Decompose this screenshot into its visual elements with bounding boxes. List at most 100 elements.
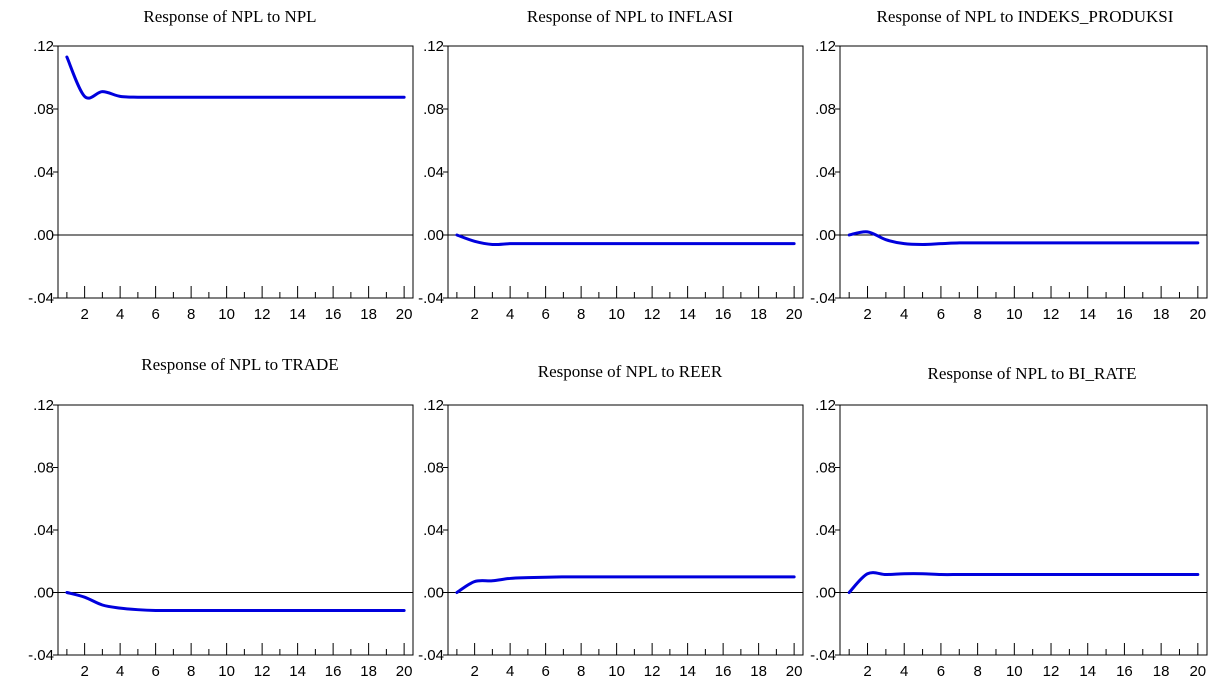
y-tick-label: .04	[423, 522, 444, 539]
y-tick-label: .12	[815, 397, 836, 414]
x-tick-label: 14	[679, 306, 696, 323]
x-tick-label: 10	[1006, 306, 1023, 323]
plot-frame	[447, 404, 804, 656]
chart-panel-3: Response of NPL to INDEKS_PRODUKSI .12 .08…	[810, 7, 1208, 323]
x-tick-label: 4	[116, 306, 124, 323]
x-tick-label: 10	[608, 306, 625, 323]
x-tick-label: 12	[1043, 306, 1060, 323]
y-tick-label: .00	[423, 227, 444, 244]
x-tick-label: 16	[715, 663, 732, 680]
x-tick-label: 6	[937, 306, 945, 323]
y-tick-label: -.04	[418, 290, 444, 307]
x-tick-label: 16	[715, 306, 732, 323]
y-tick-label: .04	[33, 164, 54, 181]
x-tick-label: 10	[1006, 663, 1023, 680]
x-tick-label: 16	[1116, 306, 1133, 323]
plot-frame	[839, 45, 1208, 299]
x-tick-label: 18	[750, 663, 767, 680]
plot-frame	[57, 404, 414, 656]
x-tick-label: 12	[254, 306, 271, 323]
x-tick-label: 20	[786, 306, 803, 323]
y-tick-label: .12	[423, 397, 444, 414]
y-tick-label: .04	[815, 164, 836, 181]
x-tick-label: 12	[644, 306, 661, 323]
y-tick-label: -.04	[418, 647, 444, 664]
y-tick-label: .12	[423, 38, 444, 55]
y-tick-label: .12	[815, 38, 836, 55]
response-line	[455, 233, 796, 247]
y-tick-label: .08	[33, 101, 54, 118]
response-line	[847, 230, 1200, 246]
x-tick-label: 8	[973, 306, 981, 323]
y-tick-label: .00	[815, 227, 836, 244]
x-tick-label: 10	[218, 306, 235, 323]
x-tick-label: 16	[325, 663, 342, 680]
y-tick-label: .00	[33, 227, 54, 244]
plot-frame	[447, 45, 804, 299]
x-tick-label: 12	[254, 663, 271, 680]
x-tick-label: 4	[900, 306, 908, 323]
x-tick-label: 8	[973, 663, 981, 680]
y-tick-label: .00	[33, 585, 54, 602]
x-tick-label: 18	[750, 306, 767, 323]
x-tick-label: 8	[577, 663, 585, 680]
y-tick-label: -.04	[28, 290, 54, 307]
x-tick-label: 2	[470, 663, 478, 680]
y-tick-label: .04	[33, 522, 54, 539]
x-tick-label: 16	[1116, 663, 1133, 680]
chart-panel-5: Response of NPL to REER .12 .08 .04 .00 -.04 2…	[418, 362, 804, 680]
chart-panel-2: Response of NPL to INFLASI .12 .08 .04 .00 -.…	[418, 7, 804, 323]
x-tick-label: 8	[187, 663, 195, 680]
x-tick-label: 14	[289, 306, 306, 323]
x-tick-label: 4	[116, 663, 124, 680]
response-line	[455, 575, 796, 594]
x-tick-label: 4	[506, 663, 514, 680]
x-tick-label: 20	[786, 663, 803, 680]
x-tick-label: 20	[1189, 663, 1206, 680]
x-tick-label: 14	[1079, 306, 1096, 323]
x-tick-label: 6	[937, 663, 945, 680]
x-tick-label: 20	[396, 306, 413, 323]
y-tick-label: .00	[815, 585, 836, 602]
plot-frame	[57, 45, 414, 299]
chart-panel-1: Response of NPL to NPL .12 .08 .04 .00 -.04 2 4…	[28, 7, 414, 323]
chart-title: Response of NPL to REER	[538, 362, 723, 381]
x-tick-label: 6	[151, 663, 159, 680]
y-tick-label: .12	[33, 397, 54, 414]
x-tick-label: 2	[80, 306, 88, 323]
chart-title: Response of NPL to INDEKS_PRODUKSI	[877, 7, 1174, 26]
x-tick-label: 4	[506, 306, 514, 323]
plot-frame	[839, 404, 1208, 656]
x-tick-label: 20	[396, 663, 413, 680]
x-tick-label: 16	[325, 306, 342, 323]
chart-title: Response of NPL to BI_RATE	[927, 364, 1136, 383]
x-tick-label: 14	[1079, 663, 1096, 680]
y-tick-label: .00	[423, 585, 444, 602]
x-tick-label: 18	[1153, 306, 1170, 323]
x-tick-label: 20	[1189, 306, 1206, 323]
response-line	[65, 55, 406, 100]
chart-panel-6: Response of NPL to BI_RATE .12 .08 .04 .00 -.…	[810, 364, 1208, 680]
x-tick-label: 8	[187, 306, 195, 323]
y-tick-label: .08	[423, 101, 444, 118]
y-tick-label: -.04	[810, 290, 836, 307]
x-tick-label: 8	[577, 306, 585, 323]
x-tick-label: 14	[289, 663, 306, 680]
response-line	[847, 571, 1200, 594]
y-tick-label: .08	[815, 101, 836, 118]
x-tick-label: 6	[541, 306, 549, 323]
x-tick-label: 18	[360, 306, 377, 323]
x-tick-label: 2	[863, 306, 871, 323]
chart-title: Response of NPL to TRADE	[141, 355, 338, 374]
y-tick-label: .08	[423, 460, 444, 477]
y-tick-label: .04	[423, 164, 444, 181]
x-tick-label: 2	[470, 306, 478, 323]
x-tick-label: 12	[644, 663, 661, 680]
chart-title: Response of NPL to NPL	[143, 7, 316, 26]
y-tick-label: -.04	[810, 647, 836, 664]
x-tick-label: 2	[80, 663, 88, 680]
y-tick-label: .08	[815, 460, 836, 477]
x-tick-label: 10	[608, 663, 625, 680]
y-tick-label: .08	[33, 460, 54, 477]
